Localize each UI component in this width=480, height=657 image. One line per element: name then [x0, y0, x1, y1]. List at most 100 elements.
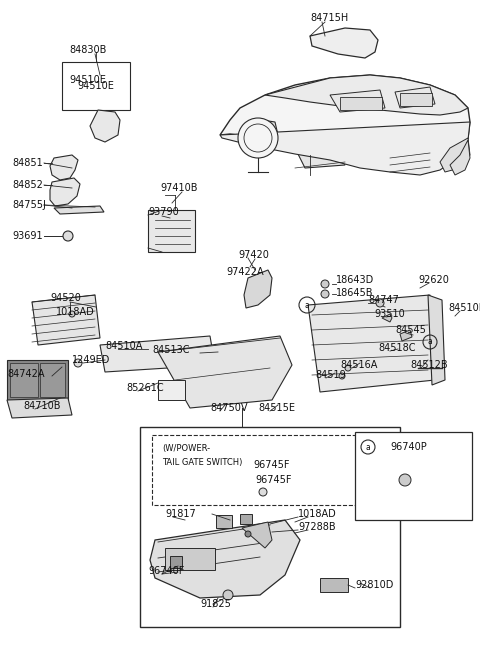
Text: 84515E: 84515E [258, 403, 295, 413]
Text: 18645B: 18645B [336, 288, 373, 298]
Circle shape [339, 373, 345, 379]
Text: 92620: 92620 [418, 275, 449, 285]
Text: 1018AD: 1018AD [298, 509, 337, 519]
Text: 96740F: 96740F [148, 566, 184, 576]
Polygon shape [50, 178, 80, 206]
Text: 93691: 93691 [12, 231, 43, 241]
Circle shape [321, 290, 329, 298]
Text: 94520: 94520 [50, 293, 81, 303]
Polygon shape [383, 454, 428, 498]
Text: 18643D: 18643D [336, 275, 374, 285]
Circle shape [376, 299, 384, 307]
Text: 96745F: 96745F [253, 460, 289, 470]
Polygon shape [310, 28, 378, 58]
Circle shape [238, 118, 278, 158]
Text: 85261C: 85261C [126, 383, 164, 393]
Bar [62, 62, 130, 110]
Text: 96740P: 96740P [390, 442, 427, 452]
Text: a: a [305, 300, 310, 309]
Text: a: a [366, 443, 371, 451]
Text: 96745F: 96745F [255, 475, 291, 485]
Text: 84519: 84519 [315, 370, 346, 380]
Circle shape [223, 590, 233, 600]
Bar [152, 435, 388, 505]
Bar [400, 93, 432, 106]
Text: 84852: 84852 [12, 180, 43, 190]
Text: (W/POWER-: (W/POWER- [162, 443, 210, 453]
Text: 84851: 84851 [12, 158, 43, 168]
Text: 84518C: 84518C [378, 343, 416, 353]
Bar [340, 97, 382, 110]
Text: 94510E: 94510E [70, 75, 107, 85]
Polygon shape [32, 295, 100, 345]
Polygon shape [382, 314, 392, 322]
Polygon shape [295, 140, 345, 168]
Circle shape [74, 359, 82, 367]
Polygon shape [158, 336, 292, 408]
Bar [355, 432, 472, 520]
Text: 92810D: 92810D [355, 580, 394, 590]
Polygon shape [428, 295, 445, 385]
Text: 93790: 93790 [148, 207, 179, 217]
Bar [10, 363, 38, 397]
Text: 84512B: 84512B [410, 360, 448, 370]
Text: 93510: 93510 [374, 309, 405, 319]
Text: 84747: 84747 [368, 295, 399, 305]
Circle shape [259, 488, 267, 496]
Circle shape [245, 531, 251, 537]
Bar [165, 548, 215, 570]
Text: 84516A: 84516A [340, 360, 377, 370]
Polygon shape [150, 520, 300, 598]
Polygon shape [50, 155, 78, 180]
Polygon shape [450, 140, 470, 175]
Polygon shape [440, 138, 470, 172]
Polygon shape [330, 90, 385, 112]
Polygon shape [400, 330, 412, 341]
Circle shape [399, 474, 411, 486]
Polygon shape [265, 75, 468, 115]
Text: 91825: 91825 [200, 599, 231, 609]
Text: 84750V: 84750V [210, 403, 248, 413]
Polygon shape [90, 110, 120, 142]
Bar [170, 556, 182, 568]
Bar [158, 380, 185, 400]
Text: 1018AD: 1018AD [56, 307, 95, 317]
Text: 97288B: 97288B [298, 522, 336, 532]
Text: 84742A: 84742A [7, 369, 45, 379]
Polygon shape [242, 522, 272, 548]
Bar [216, 515, 232, 528]
Circle shape [63, 231, 73, 241]
Text: 84715H: 84715H [310, 13, 348, 23]
Polygon shape [220, 75, 470, 170]
Text: 84513C: 84513C [152, 345, 190, 355]
Circle shape [69, 311, 75, 317]
Polygon shape [7, 398, 72, 418]
Polygon shape [244, 270, 272, 308]
Text: 97420: 97420 [238, 250, 269, 260]
Bar [7, 360, 68, 400]
Text: 84510A: 84510A [105, 341, 143, 351]
Polygon shape [100, 336, 215, 372]
Bar [240, 514, 252, 524]
Bar [40, 363, 65, 397]
Polygon shape [220, 122, 470, 175]
Text: a: a [428, 338, 432, 346]
Text: 84545: 84545 [395, 325, 426, 335]
Polygon shape [383, 454, 423, 468]
Polygon shape [395, 87, 435, 108]
Text: 84830B: 84830B [69, 45, 107, 55]
Circle shape [321, 280, 329, 288]
Bar [148, 210, 195, 252]
Polygon shape [308, 295, 435, 392]
Polygon shape [54, 206, 104, 214]
Text: 84755J: 84755J [12, 200, 46, 210]
Bar [320, 578, 348, 592]
Text: 91817: 91817 [165, 509, 196, 519]
Text: 97410B: 97410B [160, 183, 197, 193]
Text: 84710B: 84710B [23, 401, 60, 411]
Circle shape [345, 365, 351, 371]
Bar [140, 427, 400, 627]
Polygon shape [240, 120, 278, 152]
Text: 1249ED: 1249ED [72, 355, 110, 365]
Text: TAIL GATE SWITCH): TAIL GATE SWITCH) [162, 457, 242, 466]
